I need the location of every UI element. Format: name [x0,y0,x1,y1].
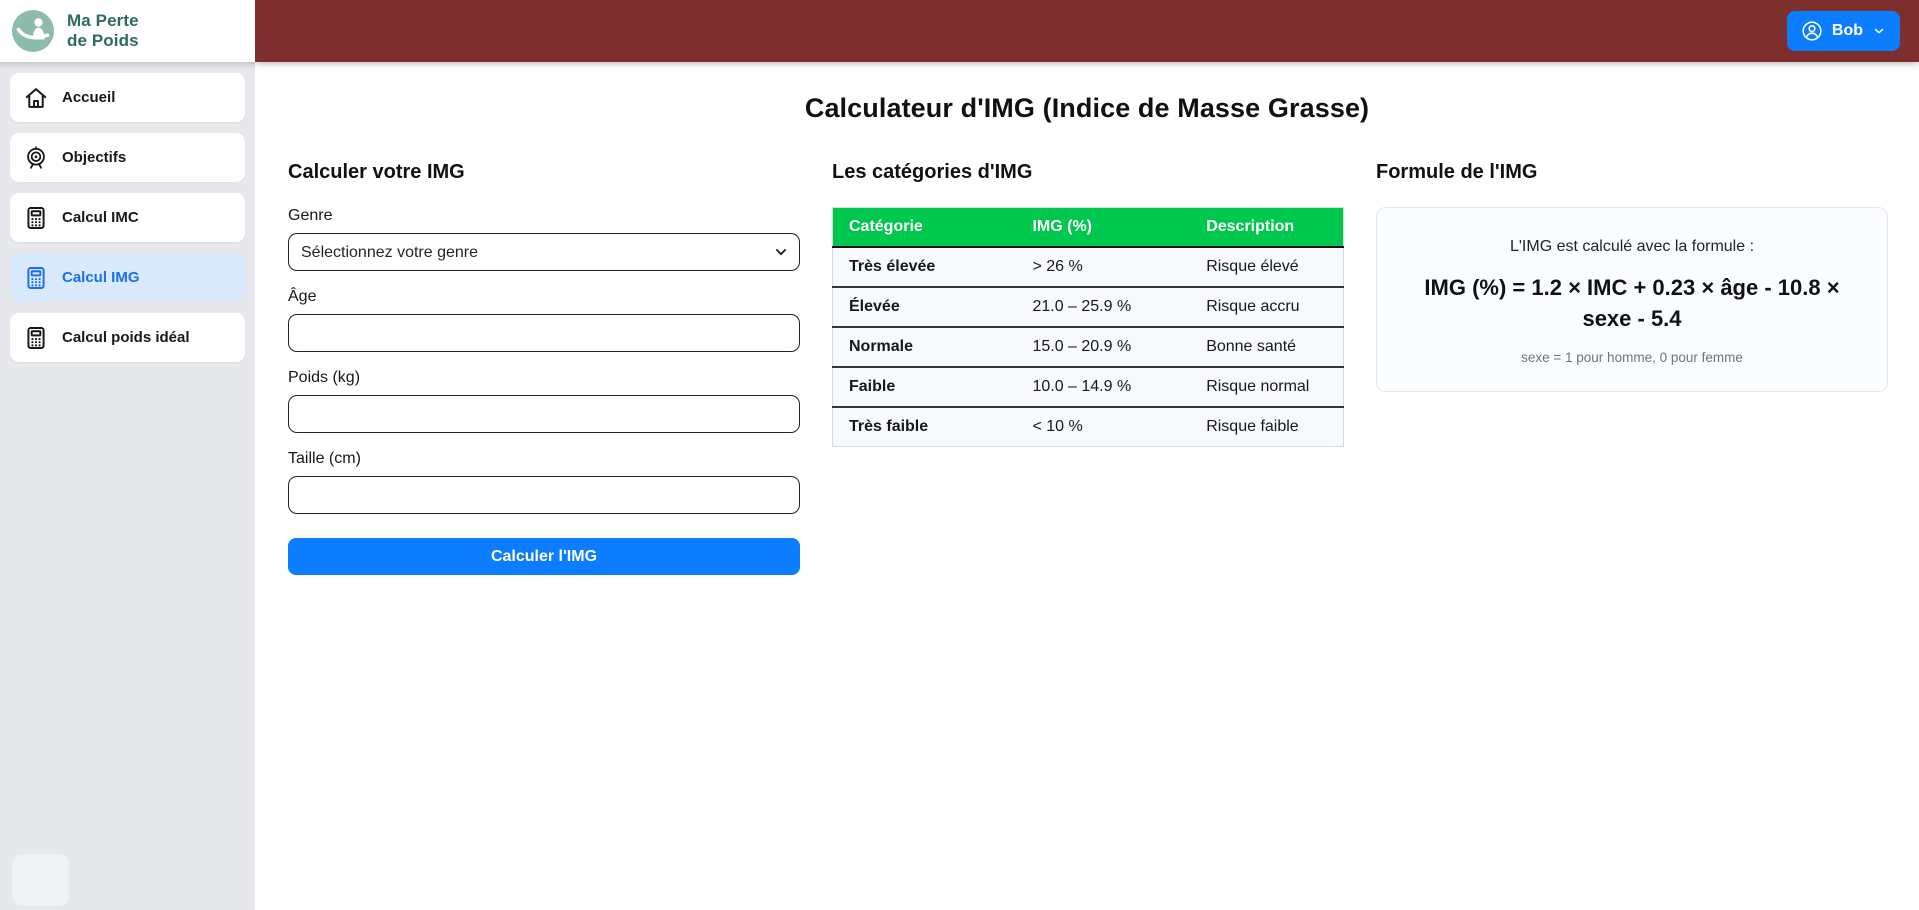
gender-select[interactable]: Sélectionnez votre genre [288,233,800,271]
sidebar-item-calcul-poids-ideal[interactable]: Calcul poids idéal [10,313,245,362]
calculator-icon [23,325,49,351]
cell-range: 10.0 – 14.9 % [1016,367,1191,408]
table-header-row: Catégorie IMG (%) Description [832,207,1344,248]
img-calculator-form-section: Calculer votre IMG Genre Sélectionnez vo… [288,161,800,575]
brand[interactable]: Ma Perte de Poids [0,0,255,62]
sidebar-item-label: Calcul poids idéal [62,329,190,346]
person-circle-icon [1801,20,1823,42]
cell-description: Risque normal [1190,367,1344,408]
sidebar-item-objectifs[interactable]: Objectifs [10,133,245,182]
brand-name-line2: de Poids [67,31,139,50]
table-row: Très faible < 10 % Risque faible [832,407,1344,447]
gender-field-group: Genre Sélectionnez votre genre [288,207,800,271]
img-categories-section: Les catégories d'IMG Catégorie IMG (%) D… [832,161,1344,575]
cell-category: Très élevée [832,247,1017,288]
img-categories-table: Catégorie IMG (%) Description Très élevé… [832,207,1344,447]
cell-description: Bonne santé [1190,327,1344,368]
top-bar: Bob [255,0,1919,62]
categories-heading: Les catégories d'IMG [832,161,1033,183]
table-row: Faible 10.0 – 14.9 % Risque normal [832,367,1344,408]
target-icon [23,145,49,171]
sidebar-item-calcul-img[interactable]: Calcul IMG [10,253,245,302]
home-icon [23,85,49,111]
sidebar-item-label: Calcul IMG [62,269,140,286]
cell-description: Risque accru [1190,287,1344,328]
sidebar: Accueil Objectifs [0,62,255,910]
age-label: Âge [288,288,317,305]
cell-category: Faible [832,367,1017,408]
age-field-group: Âge [288,288,800,352]
calculator-icon [23,205,49,231]
img-formula-section: Formule de l'IMG L'IMG est calculé avec … [1376,161,1888,575]
height-label: Taille (cm) [288,450,361,467]
table-row: Normale 15.0 – 20.9 % Bonne santé [832,327,1344,368]
height-field-group: Taille (cm) [288,450,800,514]
user-menu-label: Bob [1831,22,1863,39]
cell-category: Élevée [832,287,1017,328]
cell-description: Risque faible [1190,407,1344,447]
sidebar-item-label: Accueil [62,89,116,106]
brand-name-line1: Ma Perte [67,10,139,30]
form-heading: Calculer votre IMG [288,161,465,183]
gender-label: Genre [288,207,333,224]
gender-select-wrap: Sélectionnez votre genre [288,233,800,271]
page-title: Calculateur d'IMG (Indice de Masse Grass… [804,93,1370,123]
calculator-icon [23,265,49,291]
formula-heading: Formule de l'IMG [1376,161,1538,183]
sidebar-ghost-panel [12,854,69,906]
formula-card: L'IMG est calculé avec la formule : IMG … [1376,207,1888,392]
table-row: Très élevée > 26 % Risque élevé [832,247,1344,288]
formula-intro: L'IMG est calculé avec la formule : [1509,238,1755,255]
cell-range: < 10 % [1016,407,1191,447]
sidebar-item-label: Calcul IMC [62,209,139,226]
weight-input[interactable] [288,395,800,433]
cell-category: Très faible [832,407,1017,447]
cell-range: > 26 % [1016,247,1191,288]
brand-name: Ma Perte de Poids [67,11,139,51]
weight-field-group: Poids (kg) [288,369,800,433]
age-input[interactable] [288,314,800,352]
chevron-down-icon [1872,24,1886,38]
content-columns: Calculer votre IMG Genre Sélectionnez vo… [255,161,1919,575]
cell-category: Normale [832,327,1017,368]
sidebar-item-accueil[interactable]: Accueil [10,73,245,122]
weight-label: Poids (kg) [288,369,361,386]
main-content: Calculateur d'IMG (Indice de Masse Grass… [255,62,1919,910]
column-header-img-pct: IMG (%) [1016,207,1191,248]
column-header-description: Description [1190,207,1344,248]
cell-range: 21.0 – 25.9 % [1016,287,1191,328]
calculate-img-button[interactable]: Calculer l'IMG [288,538,800,575]
cell-range: 15.0 – 20.9 % [1016,327,1191,368]
brand-logo-icon [12,10,54,52]
user-menu-button[interactable]: Bob [1786,11,1900,51]
formula-note: sexe = 1 pour homme, 0 pour femme [1521,349,1743,365]
cell-description: Risque élevé [1190,247,1344,288]
column-header-categorie: Catégorie [832,207,1017,248]
sidebar-item-calcul-imc[interactable]: Calcul IMC [10,193,245,242]
height-input[interactable] [288,476,800,514]
formula-expression: IMG (%) = 1.2 × IMC + 0.23 × âge - 10.8 … [1424,275,1840,331]
sidebar-item-label: Objectifs [62,149,127,166]
table-row: Élevée 21.0 – 25.9 % Risque accru [832,287,1344,328]
